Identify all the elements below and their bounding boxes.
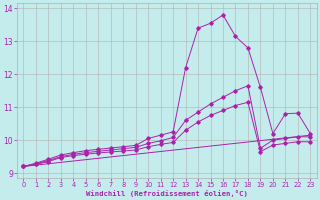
X-axis label: Windchill (Refroidissement éolien,°C): Windchill (Refroidissement éolien,°C): [86, 190, 248, 197]
